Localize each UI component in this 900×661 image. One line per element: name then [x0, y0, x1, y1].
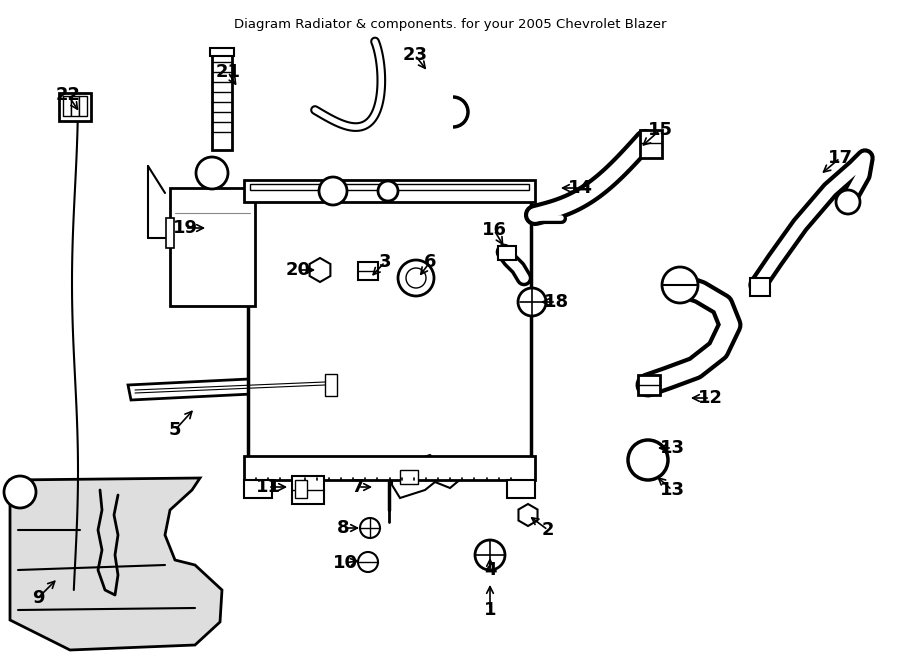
Circle shape [398, 260, 434, 296]
Text: 15: 15 [647, 121, 672, 139]
Circle shape [662, 267, 698, 303]
Text: Diagram Radiator & components. for your 2005 Chevrolet Blazer: Diagram Radiator & components. for your … [234, 18, 666, 31]
Circle shape [360, 518, 380, 538]
Bar [244, 480, 272, 498]
Bar [640, 130, 662, 158]
Bar [325, 374, 337, 396]
Bar [750, 278, 770, 296]
Text: 14: 14 [568, 179, 592, 197]
Polygon shape [10, 478, 222, 650]
Text: 8: 8 [337, 519, 349, 537]
Bar [498, 246, 516, 260]
Text: 13: 13 [660, 439, 685, 457]
Text: 20: 20 [285, 261, 310, 279]
Circle shape [378, 181, 398, 201]
Bar [244, 180, 535, 202]
Bar [170, 188, 255, 306]
Text: 1: 1 [484, 601, 496, 619]
Text: 2: 2 [542, 521, 554, 539]
Bar [292, 476, 324, 504]
Circle shape [358, 552, 378, 572]
Circle shape [518, 288, 546, 316]
Circle shape [475, 540, 505, 570]
Circle shape [628, 440, 668, 480]
Text: 13: 13 [660, 481, 685, 499]
Text: 6: 6 [424, 253, 436, 271]
Text: 5: 5 [169, 421, 181, 439]
Polygon shape [392, 455, 462, 498]
Text: 21: 21 [215, 63, 240, 81]
Circle shape [406, 268, 426, 288]
Bar [59, 93, 91, 121]
Bar [400, 470, 418, 484]
Polygon shape [128, 375, 333, 400]
Text: 11: 11 [256, 478, 281, 496]
Text: 9: 9 [32, 589, 44, 607]
Polygon shape [310, 258, 330, 282]
Text: 22: 22 [56, 86, 80, 104]
Bar [166, 218, 174, 248]
Text: 12: 12 [698, 389, 723, 407]
Circle shape [319, 177, 347, 205]
Text: 10: 10 [332, 554, 357, 572]
Circle shape [196, 157, 228, 189]
Bar [248, 198, 531, 460]
Text: 7: 7 [352, 478, 365, 496]
Bar [244, 456, 535, 480]
Bar [295, 480, 307, 498]
Bar [507, 480, 535, 498]
Text: 4: 4 [484, 561, 496, 579]
Text: 19: 19 [173, 219, 197, 237]
Bar [63, 96, 71, 116]
Text: 3: 3 [379, 253, 392, 271]
Text: 16: 16 [482, 221, 507, 239]
Text: 23: 23 [402, 46, 428, 64]
Bar [71, 96, 79, 116]
Text: 17: 17 [827, 149, 852, 167]
Bar [250, 184, 529, 190]
Circle shape [836, 190, 860, 214]
Circle shape [4, 476, 36, 508]
Bar [638, 375, 660, 395]
Text: 18: 18 [544, 293, 569, 311]
Polygon shape [518, 504, 537, 526]
Bar [212, 50, 232, 150]
Bar [79, 96, 87, 116]
Bar [358, 262, 378, 280]
Bar [210, 48, 234, 56]
